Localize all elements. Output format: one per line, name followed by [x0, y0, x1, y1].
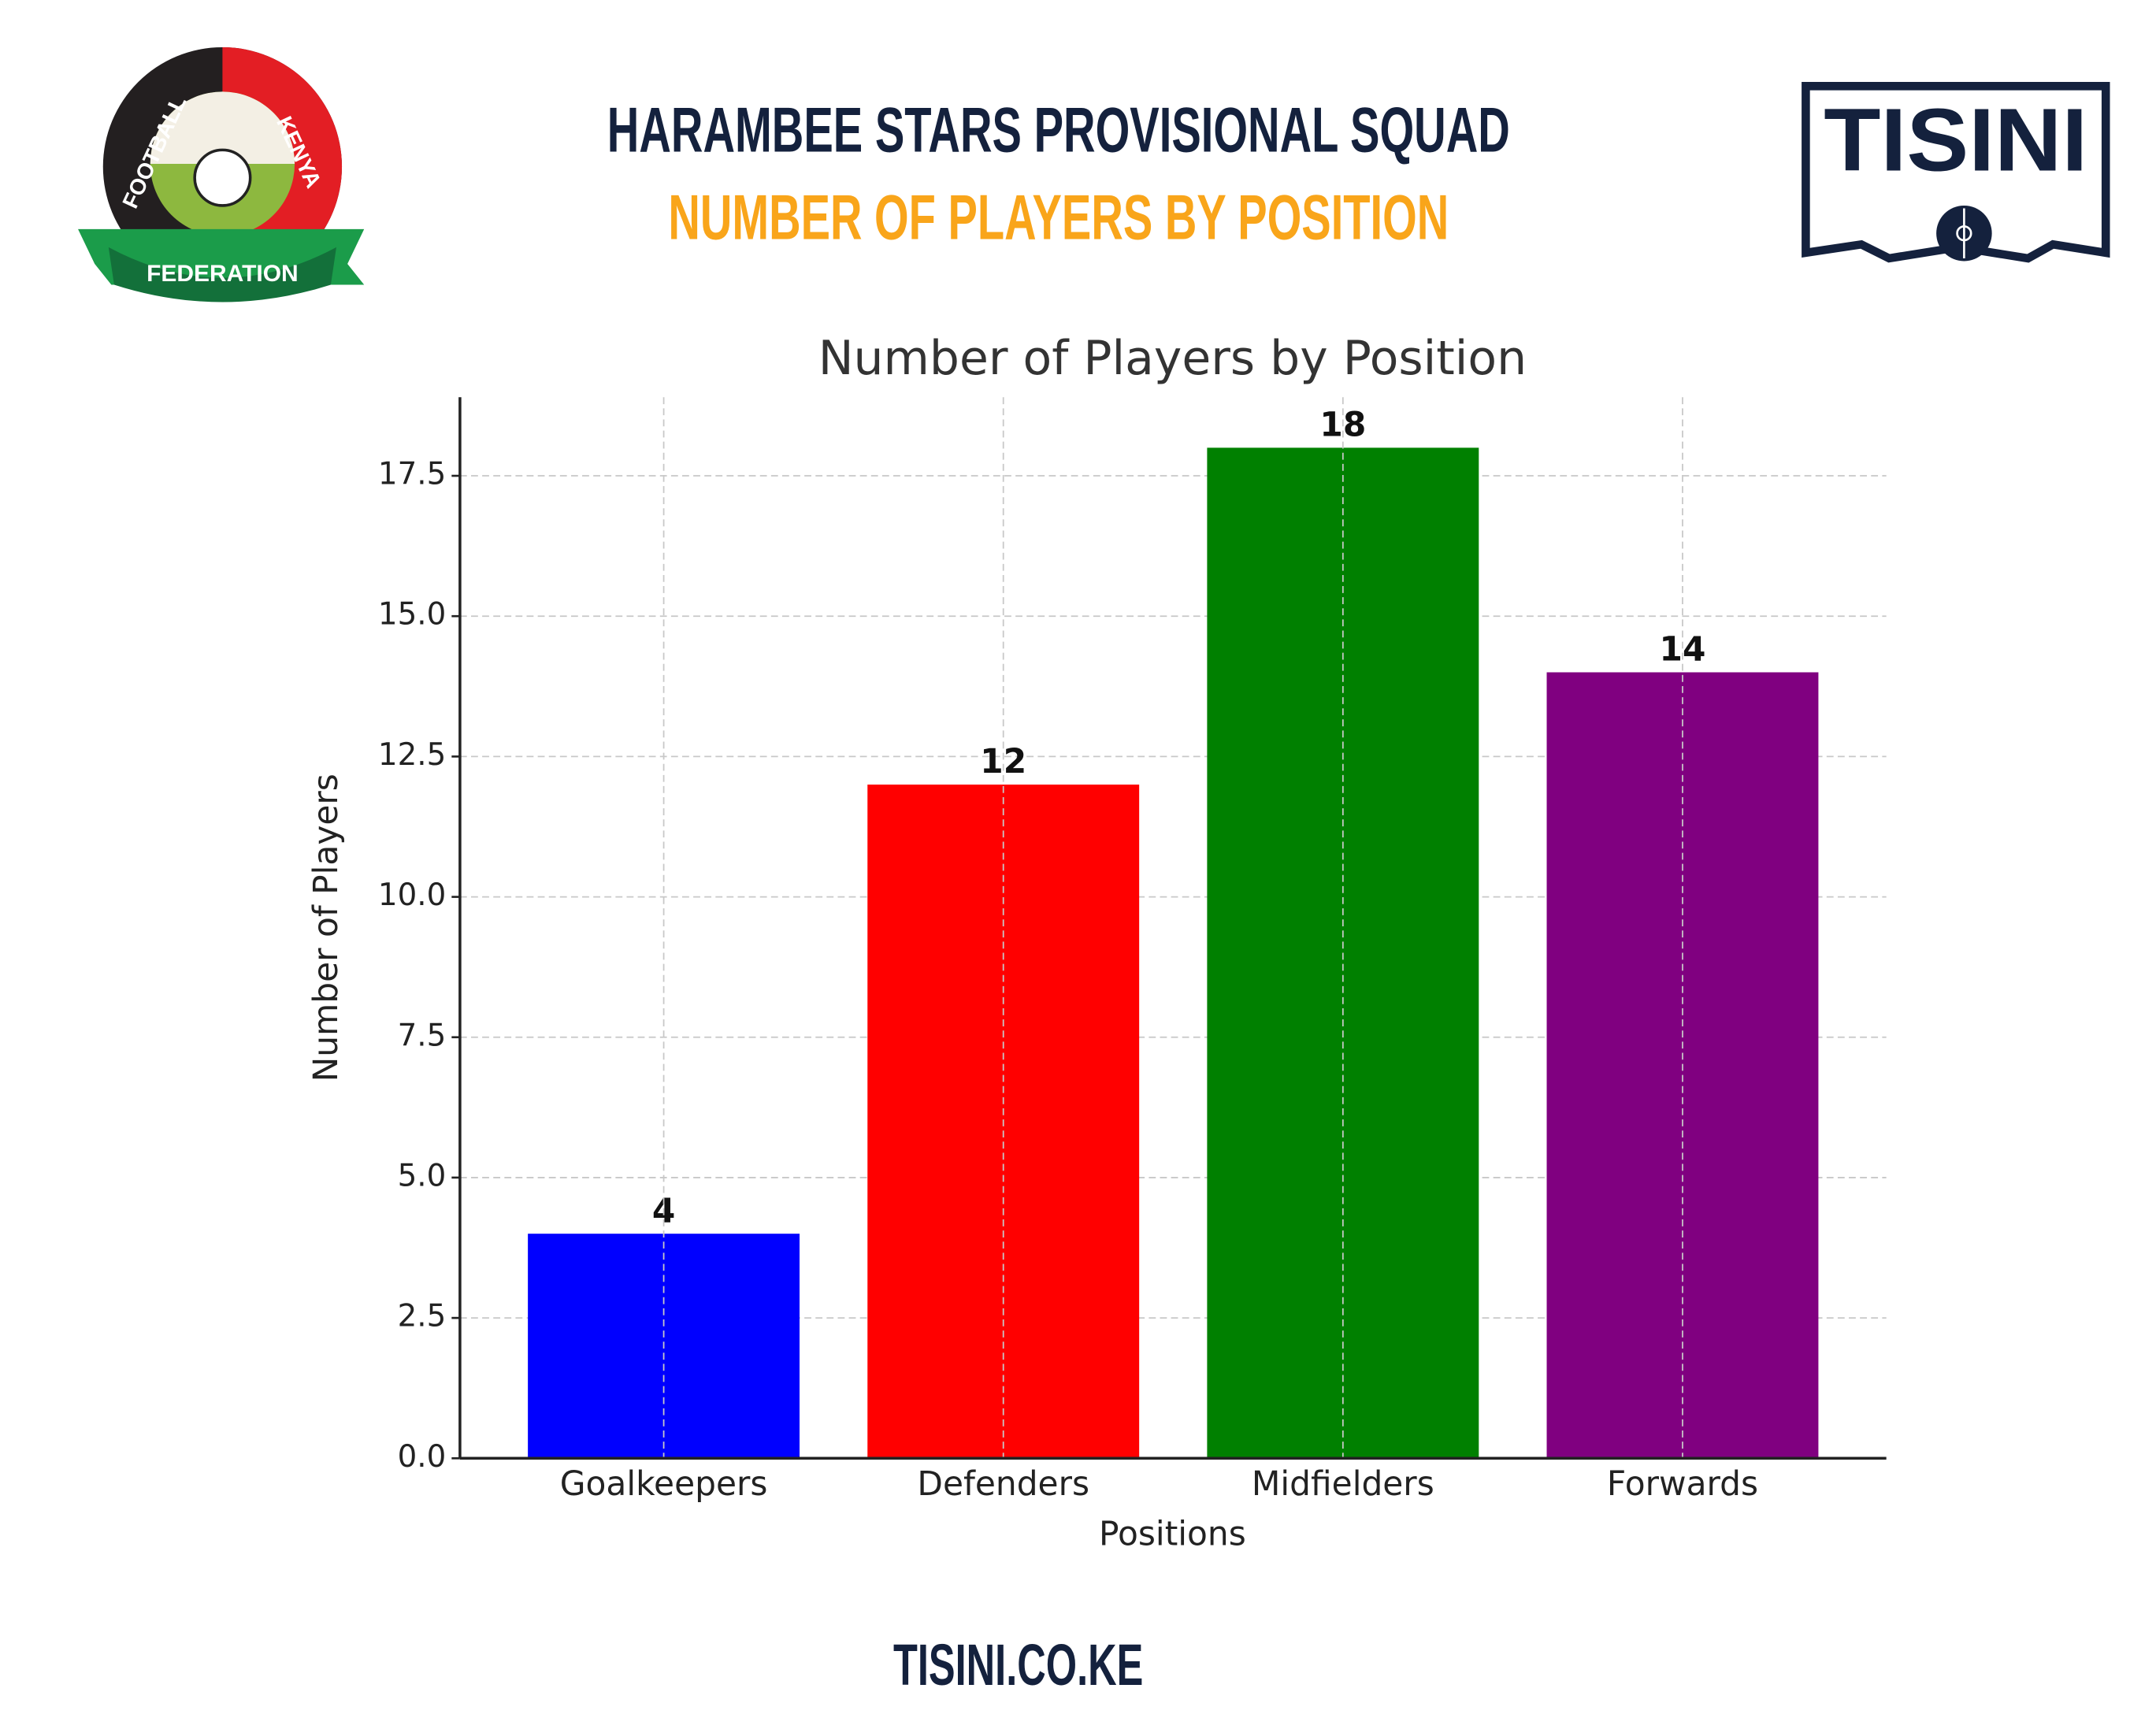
fkf-logo: FOOTBALL KENYA FEDERATION [78, 46, 365, 302]
page-subtitle: NUMBER OF PLAYERS BY POSITION [668, 183, 1449, 254]
x-tick-label: Goalkeepers [560, 1464, 768, 1503]
logo-text: TISINI [1824, 91, 2087, 190]
x-tick-label: Midfielders [1252, 1464, 1434, 1503]
y-tick-label: 7.5 [398, 1018, 447, 1053]
y-tick-label: 17.5 [378, 457, 446, 492]
y-axis-label: Number of Players [306, 774, 345, 1082]
page-title: HARAMBEE STARS PROVISIONAL SQUAD [607, 95, 1510, 165]
x-tick-label: Defenders [917, 1464, 1089, 1503]
logo-text: FEDERATION [147, 261, 299, 287]
y-tick-label: 2.5 [398, 1299, 447, 1334]
y-tick-label: 12.5 [378, 737, 446, 773]
footer: TISINI.CO.KE [893, 1632, 1143, 1698]
y-tick-label: 5.0 [398, 1158, 447, 1193]
y-tick-label: 0.0 [398, 1439, 447, 1475]
tisini-logo: TISINI [1802, 82, 2110, 263]
chart-title: Number of Players by Position [818, 331, 1527, 386]
y-tick-label: 15.0 [378, 597, 446, 633]
x-axis-label: Positions [1099, 1515, 1246, 1553]
x-tick-label: Forwards [1607, 1464, 1758, 1503]
y-tick-label: 10.0 [378, 878, 446, 913]
